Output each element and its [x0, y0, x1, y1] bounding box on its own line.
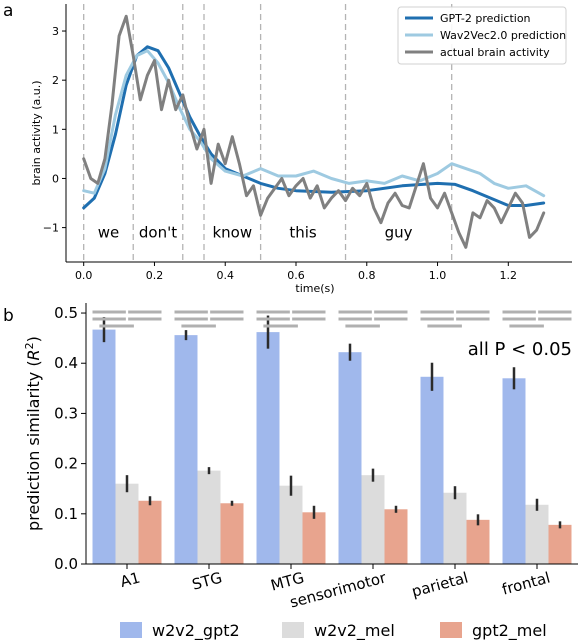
x-tick-label: 1.2: [500, 269, 518, 282]
word-label: know: [212, 223, 252, 241]
y-tick-label: 3: [52, 25, 59, 38]
y-tick-label: 0: [52, 172, 59, 185]
bar: [338, 352, 362, 564]
x-axis-title: time(s): [295, 282, 334, 295]
legend-label: w2v2_mel: [314, 621, 395, 641]
legend-swatch: [440, 622, 462, 638]
significance-annotation: all P < 0.05: [468, 339, 572, 360]
word-label: don't: [139, 223, 177, 241]
legend-label: GPT-2 prediction: [440, 12, 531, 25]
y-tick-label: 0.1: [54, 505, 78, 523]
y-axis-title-sup: 2: [23, 342, 36, 349]
bar: [443, 492, 467, 564]
x-tick-label: 1.0: [429, 269, 447, 282]
bar: [220, 503, 244, 564]
x-tick-label: 0.6: [287, 269, 305, 282]
y-tick-label: 0.3: [54, 404, 78, 422]
y-axis-title: brain activity (a.u.): [30, 80, 43, 185]
line-series: [82, 45, 546, 210]
bar: [502, 378, 526, 564]
x-tick-label: 0.2: [146, 269, 164, 282]
legend-swatch: [282, 622, 304, 638]
y-axis-title-close: ): [24, 336, 43, 342]
category-label: frontal: [500, 568, 552, 598]
line-series: [82, 49, 546, 198]
y-tick-label: −1: [43, 222, 59, 235]
legend-label: gpt2_mel: [472, 621, 547, 641]
word-label: this: [289, 223, 317, 241]
y-axis-title: prediction similarity (R2): [23, 336, 43, 531]
y-axis-title-r: R: [24, 349, 43, 360]
bar: [548, 524, 572, 564]
panel-label-a: a: [3, 1, 13, 21]
bar: [302, 512, 326, 564]
y-axis-title-main: prediction similarity (: [24, 360, 43, 531]
bar: [174, 335, 198, 564]
x-tick-label: 0.8: [358, 269, 376, 282]
word-label: guy: [385, 223, 413, 241]
y-tick-label: 0.2: [54, 455, 78, 473]
bar: [197, 470, 221, 564]
legend-box: [397, 6, 567, 65]
bar: [420, 376, 444, 564]
y-tick-label: 0.0: [54, 555, 78, 573]
x-tick-label: 0.0: [75, 269, 93, 282]
panel-label-b: b: [3, 306, 14, 326]
bar: [279, 485, 303, 564]
bar: [466, 519, 490, 564]
legend-label: Wav2Vec2.0 prediction: [440, 29, 566, 42]
bar: [115, 483, 139, 564]
x-tick-label: 0.4: [216, 269, 234, 282]
bar: [256, 332, 280, 564]
y-tick-label: 0.5: [54, 304, 78, 322]
word-label: we: [98, 223, 120, 241]
bar: [92, 329, 116, 564]
category-label: STG: [190, 568, 224, 593]
bar: [525, 504, 549, 564]
bar: [384, 509, 408, 564]
bar: [138, 500, 162, 564]
legend-label: w2v2_gpt2: [152, 621, 240, 641]
legend-label: actual brain activity: [440, 46, 550, 59]
y-tick-label: 1: [52, 123, 59, 136]
category-label: parietal: [410, 568, 470, 600]
y-tick-label: 2: [52, 74, 59, 87]
panel-a-line-chart: we don't know this guy 0.0 0.2 0.4 0.6 0.8 1.0 1.2 −…: [30, 4, 572, 295]
category-label: A1: [118, 568, 142, 591]
bar: [361, 475, 385, 564]
legend-swatch: [120, 622, 142, 638]
y-tick-label: 0.4: [54, 354, 78, 372]
line-series: [82, 14, 546, 249]
